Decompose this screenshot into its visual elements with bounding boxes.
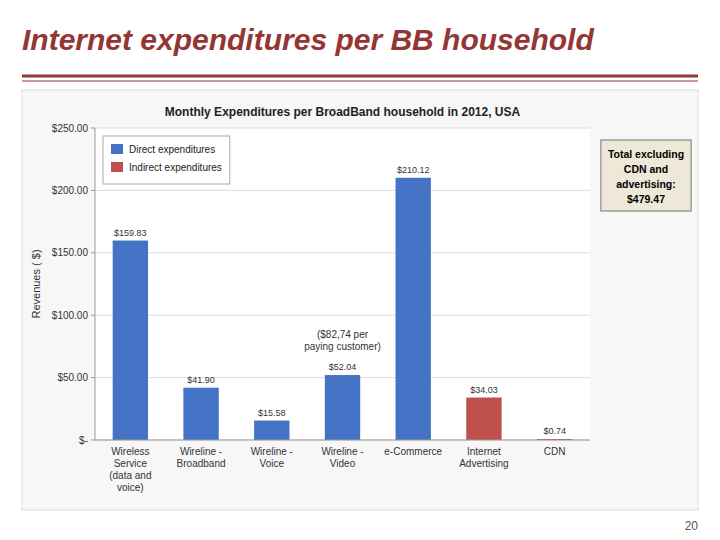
legend-box	[103, 136, 230, 184]
bar	[466, 398, 501, 440]
text-line: ($82,74 per	[317, 329, 369, 340]
x-tick-label: WirelessService(data andvoice)	[109, 446, 151, 493]
text-line: Wireline -	[321, 446, 363, 457]
legend-label: Direct expenditures	[129, 144, 215, 155]
grid	[95, 128, 590, 440]
data-label: $52.04	[329, 362, 357, 372]
text-line: Wireline -	[251, 446, 293, 457]
data-label: $210.12	[397, 165, 430, 175]
y-tick-label: $150.00	[52, 247, 89, 258]
y-tick-label: $200.00	[52, 185, 89, 196]
data-label: $0.74	[543, 426, 566, 436]
tick-mark	[91, 128, 95, 129]
y-tick-label: $-	[79, 435, 88, 446]
text-line: e-Commerce	[384, 446, 442, 457]
text-line: advertising:	[616, 178, 676, 190]
grid-line	[95, 128, 590, 129]
textbox-text: Total excluding CDN and advertising: $479.4…	[608, 148, 684, 205]
y-axis-label: Revenues ( $)	[30, 249, 42, 318]
chart-svg: Internet expenditures per BB household Mo…	[0, 0, 720, 540]
text-line: Video	[330, 458, 356, 469]
grid-line	[95, 190, 590, 191]
x-tick-label: Wireline -Video	[321, 446, 363, 469]
data-label: $34.03	[470, 385, 498, 395]
text-line: paying customer)	[304, 341, 381, 352]
page-number: 20	[685, 519, 699, 533]
x-tick-label: e-Commerce	[384, 446, 442, 457]
text-line: Wireless	[111, 446, 149, 457]
y-tick-label: $250.00	[52, 123, 89, 134]
grid-line	[95, 440, 590, 441]
separator	[22, 75, 698, 78]
chart-title: Monthly Expenditures per BroadBand house…	[165, 105, 521, 119]
x-tick-label: Wireline -Voice	[251, 446, 293, 469]
text-line: CDN and	[624, 163, 668, 175]
text-line: (data and	[109, 470, 151, 481]
tick-mark	[91, 440, 95, 441]
y-axis-line	[95, 128, 96, 440]
data-label: $15.58	[258, 408, 286, 418]
plot-area	[95, 128, 590, 440]
bar	[396, 178, 431, 440]
slide-title: Internet expenditures per BB household	[22, 23, 594, 56]
text-line: CDN	[544, 446, 566, 457]
x-tick-label: Wireline -Broadband	[177, 446, 226, 469]
tick-mark	[91, 190, 95, 191]
text-line: Voice	[260, 458, 285, 469]
bar	[183, 388, 218, 440]
y-tick-label: $100.00	[52, 310, 89, 321]
x-axis-line	[95, 440, 590, 441]
text-line: Advertising	[459, 458, 508, 469]
legend-swatch	[111, 162, 123, 172]
panel	[22, 90, 698, 510]
grid-line	[95, 315, 590, 316]
tick-mark	[91, 315, 95, 316]
legend: Direct expenditures Indirect expenditures	[103, 136, 230, 184]
bar	[325, 375, 360, 440]
legend-label: Indirect expenditures	[129, 162, 222, 173]
text-line: Service	[114, 458, 148, 469]
y-tick-label: $50.00	[57, 372, 88, 383]
text-line: Total excluding	[608, 148, 684, 160]
text-line: $479.47	[627, 193, 665, 205]
separator	[22, 81, 698, 82]
text-line: Broadband	[177, 458, 226, 469]
data-label: $41.90	[187, 375, 215, 385]
x-tick-label: CDN	[544, 446, 566, 457]
x-tick-label: InternetAdvertising	[459, 446, 508, 469]
bar	[113, 241, 148, 440]
tick-mark	[91, 252, 95, 253]
text-line: Internet	[467, 446, 501, 457]
bars	[113, 178, 573, 440]
grid-line	[95, 252, 590, 253]
legend-swatch	[111, 144, 123, 154]
annotation: ($82,74 perpaying customer)	[304, 329, 381, 352]
text-line: voice)	[117, 482, 144, 493]
text-line: Wireline -	[180, 446, 222, 457]
data-label: $159.83	[114, 228, 147, 238]
textbox	[601, 140, 691, 211]
bar	[254, 421, 289, 440]
tick-mark	[91, 377, 95, 378]
